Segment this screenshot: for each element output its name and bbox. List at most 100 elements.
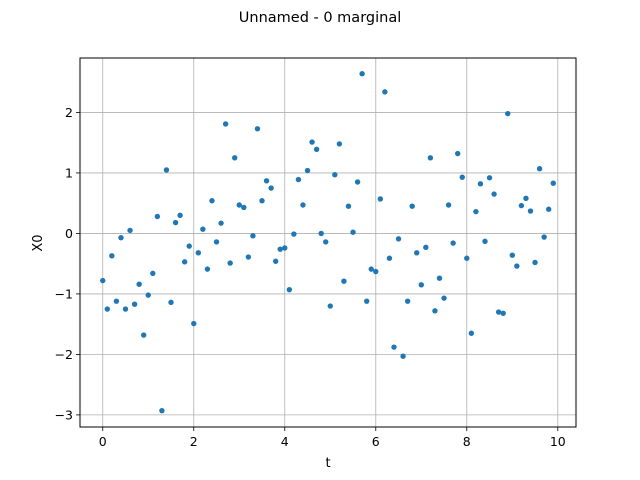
data-point <box>272 258 279 264</box>
data-point <box>382 89 388 95</box>
data-point <box>282 245 288 251</box>
data-point <box>500 310 506 316</box>
data-point <box>395 236 402 242</box>
data-point <box>172 219 179 226</box>
data-point <box>345 203 352 209</box>
data-point <box>263 178 270 184</box>
data-point <box>373 268 379 275</box>
data-point <box>204 266 211 272</box>
data-point <box>177 212 183 218</box>
data-point <box>436 275 443 281</box>
x-axis-label: t <box>325 456 330 471</box>
data-point <box>505 110 511 117</box>
data-points <box>100 71 556 414</box>
data-point <box>286 286 293 293</box>
data-point <box>432 308 438 314</box>
x-axis: 0 2 4 6 8 10 <box>99 427 566 449</box>
data-point <box>313 146 320 153</box>
data-point <box>350 229 356 235</box>
data-point <box>409 203 415 209</box>
data-point <box>523 195 529 202</box>
plot-frame <box>79 57 577 428</box>
data-point <box>527 208 534 214</box>
data-point <box>136 281 142 287</box>
data-point <box>218 220 224 226</box>
data-point <box>332 172 338 178</box>
y-tick-label: 0 <box>65 226 73 241</box>
data-point <box>191 320 197 327</box>
data-point <box>536 166 543 172</box>
data-point <box>341 278 347 284</box>
data-point <box>300 202 306 208</box>
y-axis-label: X0 <box>31 234 46 251</box>
data-point <box>491 191 497 197</box>
data-point <box>368 266 374 272</box>
data-point <box>468 330 475 336</box>
data-point <box>232 155 238 161</box>
data-point <box>236 202 242 208</box>
data-point <box>400 353 406 359</box>
data-point <box>100 277 106 284</box>
data-point <box>514 263 520 269</box>
data-point <box>159 407 165 414</box>
data-point <box>254 126 261 132</box>
x-tick-label: 6 <box>372 434 380 449</box>
x-tick-label: 2 <box>190 434 198 449</box>
x-tick-label: 8 <box>463 434 471 449</box>
data-point <box>427 155 434 161</box>
data-point <box>241 204 247 211</box>
data-point <box>209 198 215 204</box>
data-point <box>122 306 129 312</box>
data-point <box>414 250 420 256</box>
data-point <box>104 306 111 312</box>
data-point <box>213 239 220 245</box>
data-point <box>477 181 484 187</box>
data-point <box>473 208 479 215</box>
data-point <box>168 299 174 306</box>
data-point <box>150 270 156 277</box>
data-point <box>291 231 297 237</box>
data-point <box>113 298 120 304</box>
data-point <box>441 295 447 301</box>
data-point <box>131 301 138 307</box>
data-point <box>404 298 411 304</box>
data-point <box>323 239 329 245</box>
y-tick-label: −1 <box>55 286 73 301</box>
grid-lines <box>80 58 576 427</box>
y-tick-label: −3 <box>55 407 73 422</box>
data-point <box>141 332 147 338</box>
data-point <box>154 213 161 220</box>
data-point <box>445 202 452 208</box>
data-point <box>227 260 233 266</box>
data-point <box>318 230 324 237</box>
data-point <box>163 167 170 173</box>
data-point <box>518 202 525 209</box>
data-point <box>268 185 274 191</box>
data-point <box>295 176 302 183</box>
y-tick-label: 1 <box>65 165 73 180</box>
data-point <box>186 243 192 249</box>
data-point <box>545 206 552 212</box>
data-point <box>495 309 502 315</box>
data-point <box>450 240 456 246</box>
y-axis: −3 −2 −1 0 1 2 <box>55 105 80 422</box>
data-point <box>509 252 515 258</box>
data-point <box>309 139 315 145</box>
data-point <box>145 292 151 298</box>
data-point <box>245 254 252 260</box>
data-point <box>359 71 365 77</box>
y-tick-label: −2 <box>55 347 73 362</box>
data-point <box>354 179 361 185</box>
data-point <box>109 253 115 259</box>
data-point <box>541 234 547 240</box>
data-point <box>363 298 370 304</box>
data-point <box>550 180 556 186</box>
data-point <box>250 233 256 239</box>
data-point <box>482 238 488 244</box>
data-point <box>464 255 470 261</box>
data-point <box>181 259 188 265</box>
y-tick-label: 2 <box>65 105 73 120</box>
x-tick-label: 4 <box>281 434 289 449</box>
data-point <box>377 196 384 202</box>
data-point <box>486 175 493 181</box>
